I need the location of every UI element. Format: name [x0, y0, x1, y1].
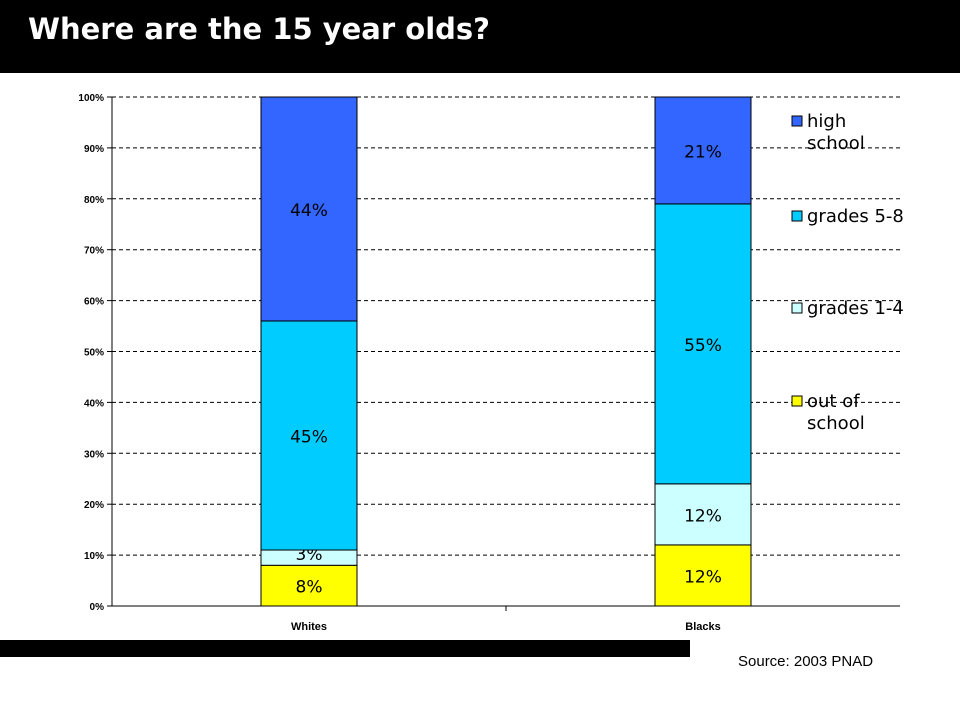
title-bar: Where are the 15 year olds?: [0, 0, 960, 73]
y-tick-label: 0%: [90, 602, 105, 613]
y-tick-label: 40%: [84, 398, 104, 409]
y-tick-label: 90%: [84, 144, 104, 155]
data-label: 8%: [296, 578, 323, 598]
legend-swatch: [791, 395, 803, 407]
legend-label: school: [807, 133, 865, 154]
y-tick-label: 60%: [84, 297, 104, 308]
x-tick-label: Blacks: [685, 621, 720, 633]
legend-label: school: [807, 413, 865, 434]
legend-swatch: [791, 302, 803, 314]
bar-segment: [654, 483, 752, 546]
data-label: 45%: [290, 427, 328, 447]
bar-segment: [654, 203, 752, 485]
legend-label: high: [807, 111, 846, 132]
x-tick-label: Whites: [291, 621, 327, 633]
data-label: 44%: [290, 201, 328, 221]
data-label: 12%: [684, 506, 722, 526]
source-note: Source: 2003 PNAD: [738, 653, 874, 670]
bar-segment: [654, 96, 752, 205]
y-tick-label: 100%: [78, 93, 104, 104]
data-label: 55%: [684, 336, 722, 356]
bar-segment: [260, 96, 358, 322]
bottom-bar: [0, 640, 690, 657]
legend-swatch: [791, 115, 803, 127]
bar-segment: [260, 320, 358, 551]
legend-swatch: [791, 210, 803, 222]
y-tick-label: 50%: [84, 348, 104, 359]
bar-segment: [260, 564, 358, 607]
y-tick-label: 20%: [84, 500, 104, 511]
legend-label: grades 5-8: [807, 206, 904, 227]
legend-label: out of: [807, 391, 860, 412]
slide-title: Where are the 15 year olds?: [28, 12, 490, 46]
y-tick-label: 30%: [84, 449, 104, 460]
legend-label: grades 1-4: [807, 298, 904, 319]
y-tick-label: 80%: [84, 195, 104, 206]
data-label: 12%: [684, 567, 722, 587]
y-tick-label: 70%: [84, 246, 104, 257]
data-label: 21%: [684, 142, 722, 162]
y-tick-label: 10%: [84, 551, 104, 562]
